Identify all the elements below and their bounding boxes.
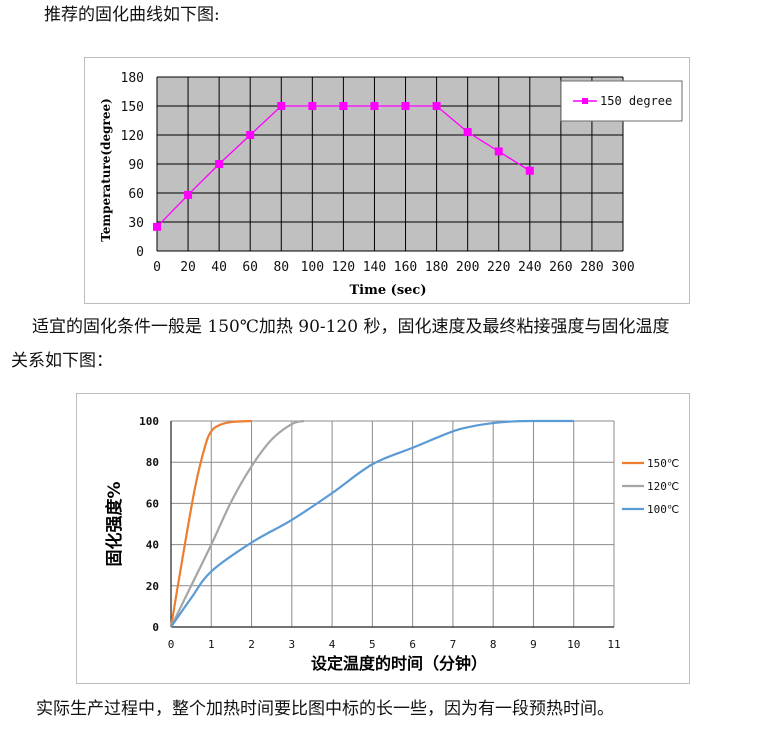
x-tick-label: 200 <box>456 260 479 275</box>
y-axis-title: Temperature(degree) <box>99 98 113 242</box>
data-point <box>525 166 534 175</box>
legend-label-150: 150 degree <box>600 94 672 108</box>
x-tick-label: 2 <box>248 638 255 651</box>
data-point <box>246 131 255 139</box>
series-line-100c <box>170 419 574 628</box>
x-tick-label: 140 <box>363 260 386 275</box>
x-tick-label: 9 <box>530 638 537 651</box>
x-tick-label: 60 <box>242 260 258 275</box>
temperature-chart: 0 30 60 90 120 150 180 0 20 40 60 80 100 120 140 160 18… <box>99 71 683 298</box>
data-point <box>153 222 161 231</box>
legend-150c-label: 150℃ <box>647 457 679 470</box>
y-tick-label: 0 <box>136 245 144 260</box>
x-tick-label: 180 <box>425 260 448 275</box>
x-tick-label: 1 <box>208 638 215 651</box>
y-tick-label: 90 <box>128 158 144 173</box>
series-line-120c <box>170 419 305 628</box>
data-point <box>401 102 410 110</box>
data-point <box>277 102 286 110</box>
x-tick-label: 20 <box>180 260 196 275</box>
x-tick-label: 120 <box>332 260 355 275</box>
y-tick-label: 150 <box>121 100 144 115</box>
y-tick-label: 60 <box>146 497 159 510</box>
x-tick-label: 40 <box>211 260 227 275</box>
legend-marker-150 <box>582 98 588 104</box>
y-tick-label: 120 <box>121 129 144 144</box>
data-point <box>370 102 379 110</box>
x-tick-label: 220 <box>487 260 510 275</box>
y-tick-label: 30 <box>128 216 144 231</box>
x-tick-label: 4 <box>329 638 336 651</box>
x-tick-label: 0 <box>153 260 161 275</box>
x-axis-title: 设定温度的时间（分钟） <box>311 654 487 673</box>
data-point <box>215 160 224 168</box>
legend-120c-label: 120℃ <box>647 480 679 493</box>
y-axis-title: 固化强度% <box>104 481 125 566</box>
intro-text: 推荐的固化曲线如下图: <box>44 5 220 25</box>
x-tick-label: 280 <box>580 260 603 275</box>
data-point <box>184 190 193 199</box>
data-point <box>494 147 503 156</box>
x-tick-label: 3 <box>289 638 296 651</box>
strength-chart-frame: 0 20 40 60 80 100 0 1 2 3 4 5 6 7 8 9 10 11 设定温度的时间（分钟） … <box>76 393 690 684</box>
y-tick-label: 80 <box>146 456 159 469</box>
y-tick-label: 20 <box>146 580 159 593</box>
x-tick-label: 0 <box>168 638 175 651</box>
x-tick-label: 6 <box>409 638 416 651</box>
x-tick-label: 5 <box>369 638 376 651</box>
temperature-chart-frame: 0 30 60 90 120 150 180 0 20 40 60 80 100 120 140 160 18… <box>84 57 690 304</box>
x-tick-label: 240 <box>518 260 541 275</box>
y-tick-label: 180 <box>121 71 144 86</box>
y-tick-label: 60 <box>128 187 144 202</box>
data-point <box>463 128 472 137</box>
body-text-1: 适宜的固化条件一般是 150℃加热 90-120 秒，固化速度及最终粘接强度与固… <box>32 317 670 337</box>
x-tick-label: 11 <box>607 638 620 651</box>
data-point <box>308 102 317 110</box>
closing-text: 实际生产过程中，整个加热时间要比图中标的长一些，因为有一段预热时间。 <box>36 699 614 719</box>
x-tick-label: 160 <box>394 260 417 275</box>
legend: 150 degree <box>560 80 683 122</box>
y-tick-label: 100 <box>139 415 159 428</box>
y-tick-label: 40 <box>146 539 159 552</box>
data-point <box>432 102 441 110</box>
legend: 150℃ 120℃ 100℃ <box>622 457 679 516</box>
body-text-2: 关系如下图： <box>11 351 113 371</box>
x-tick-label: 8 <box>490 638 497 651</box>
y-tick-label: 0 <box>152 621 159 634</box>
series-line-150c <box>169 419 252 628</box>
x-tick-label: 300 <box>611 260 634 275</box>
x-axis-title: Time (sec) <box>350 283 427 298</box>
x-tick-label: 100 <box>301 260 324 275</box>
x-tick-label: 80 <box>273 260 289 275</box>
x-tick-label: 10 <box>567 638 580 651</box>
legend-100c-label: 100℃ <box>647 503 679 516</box>
x-tick-label: 260 <box>549 260 572 275</box>
data-point <box>339 102 348 110</box>
x-tick-label: 7 <box>450 638 457 651</box>
